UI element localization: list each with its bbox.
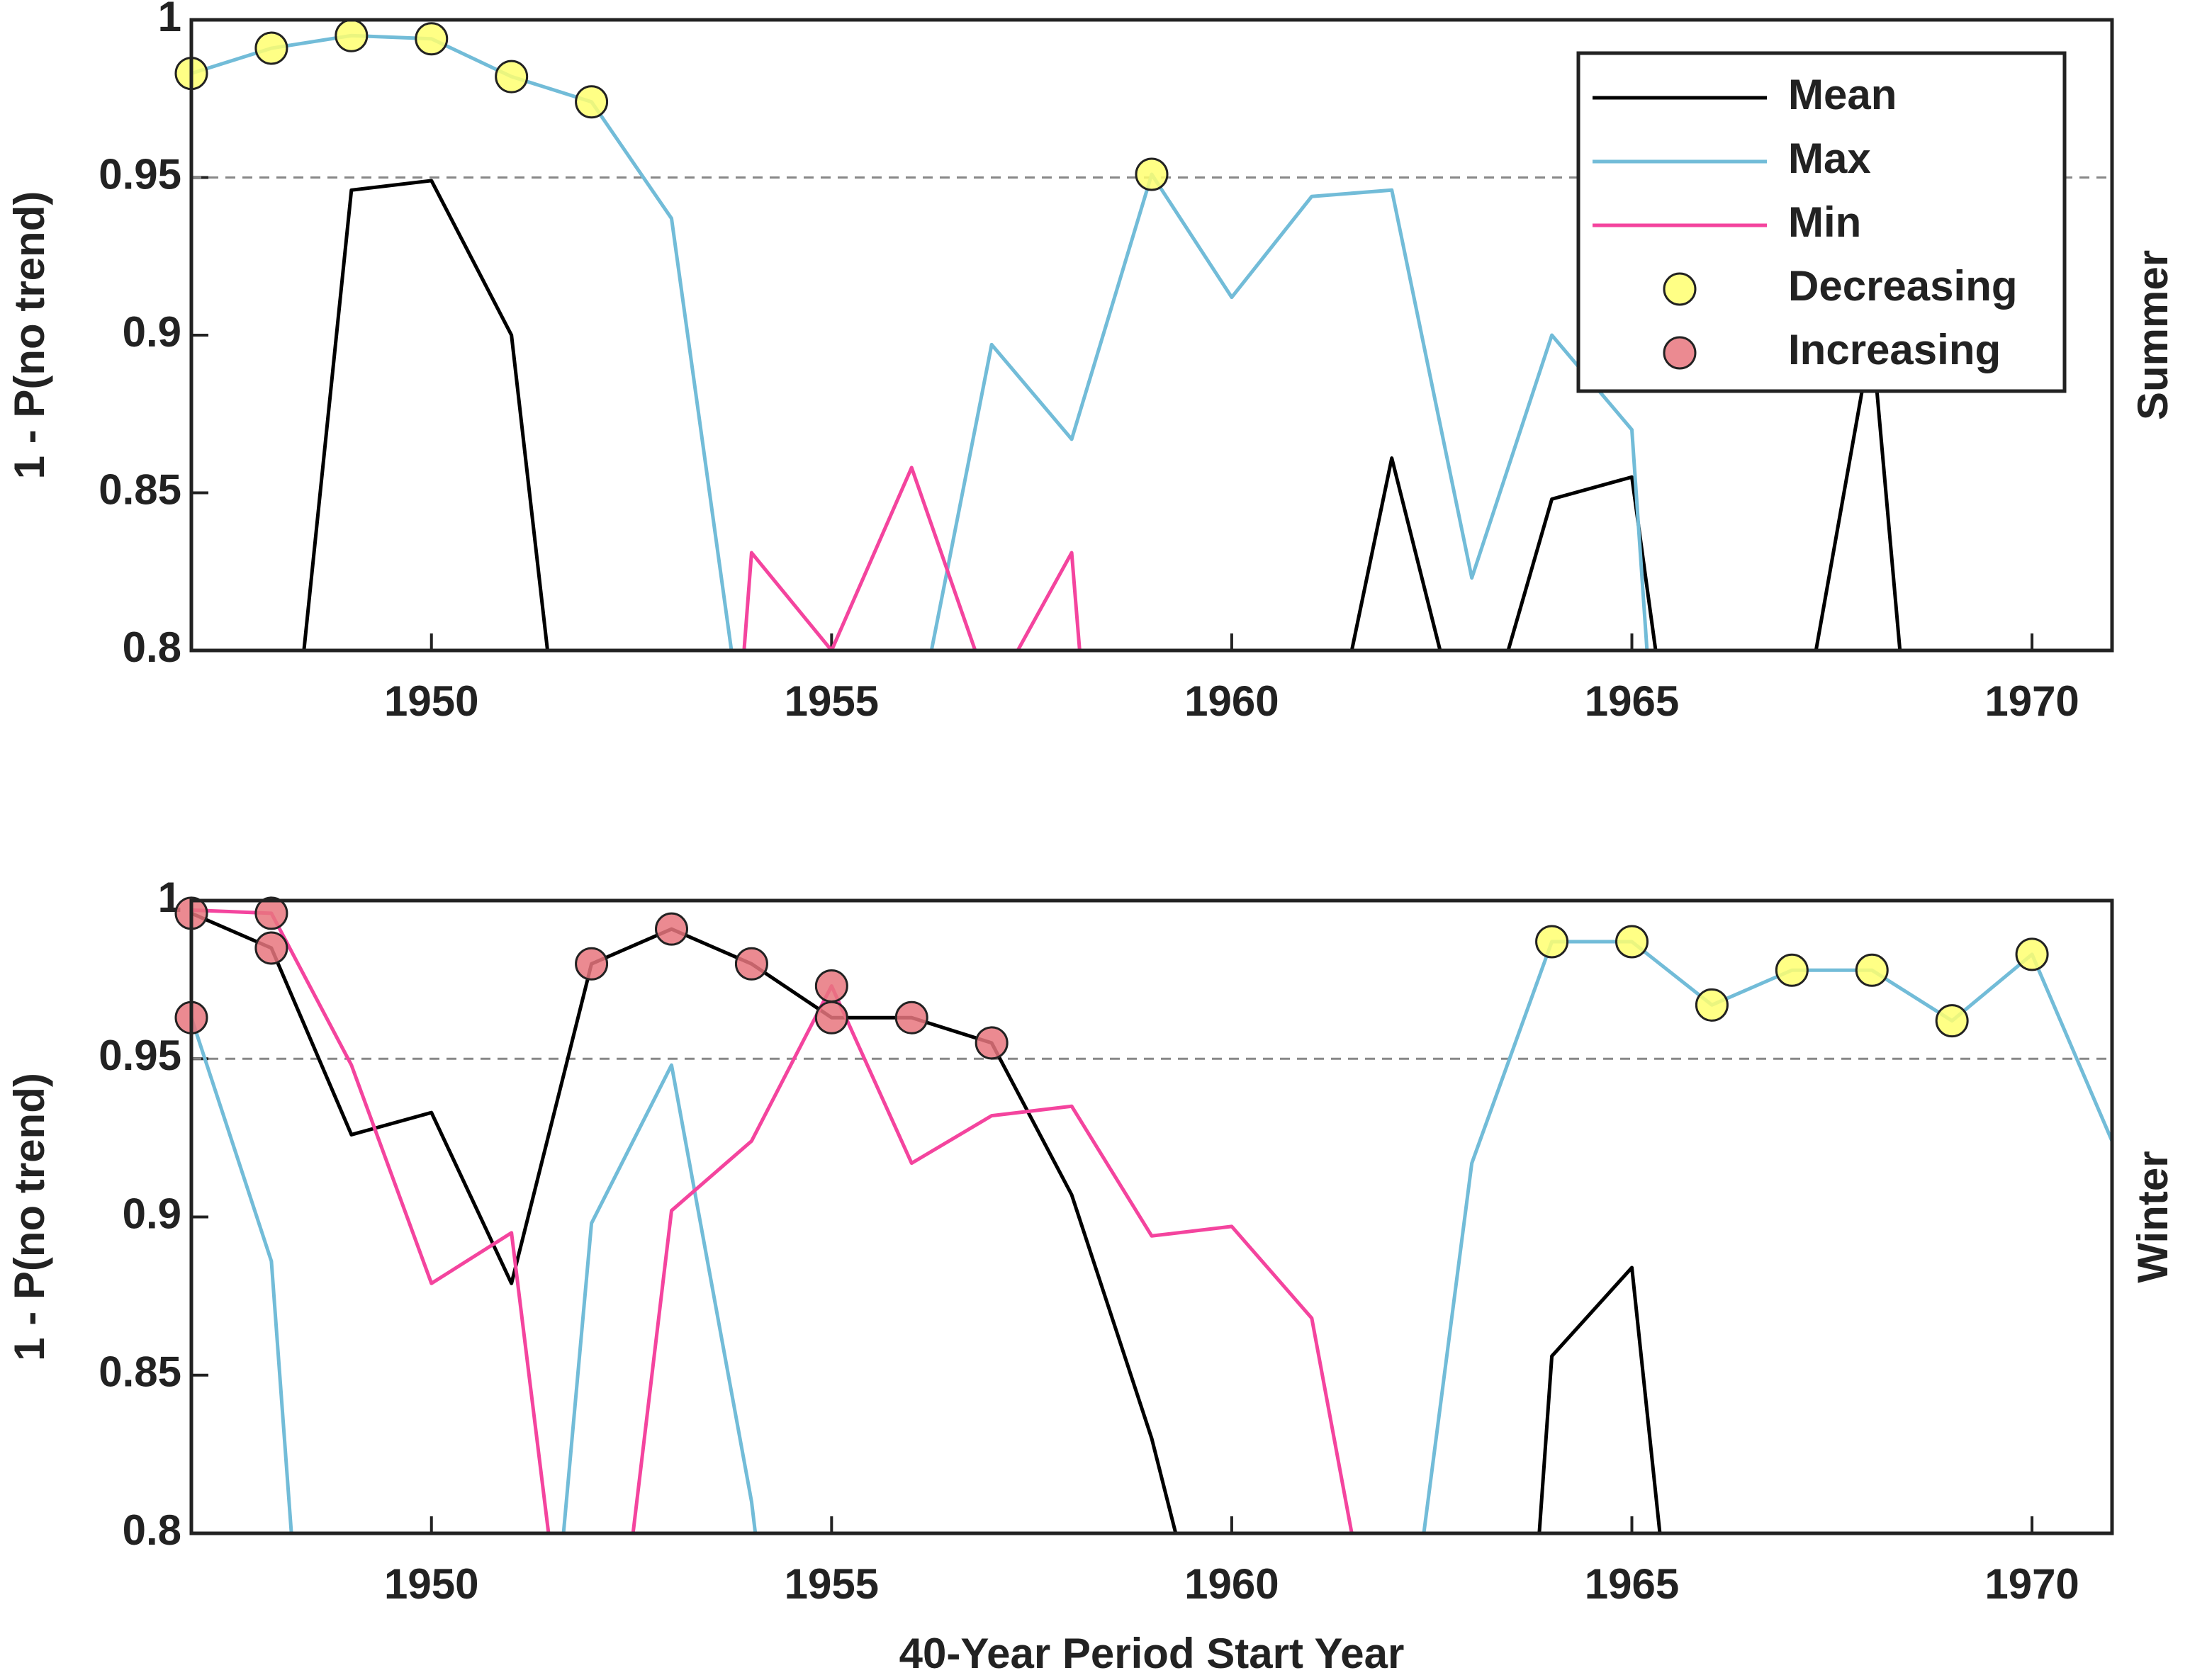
x-tick-label: 1950 (384, 677, 478, 725)
y-tick-label: 1 (158, 0, 181, 40)
x-tick-label: 1955 (785, 677, 879, 725)
marker (1855, 953, 1889, 987)
series-line (302, 179, 1902, 650)
legend-label: Min (1788, 198, 1861, 246)
marker (2015, 937, 2049, 971)
legend-label: Mean (1788, 71, 1897, 118)
y-tick-label: 0.85 (99, 1348, 181, 1396)
series-line (191, 940, 2112, 1533)
legend-label: Increasing (1788, 326, 2001, 373)
marker (1775, 953, 1809, 987)
legend-swatch (1663, 336, 1697, 370)
marker (894, 1000, 928, 1035)
y-tick-label: 0.8 (123, 1506, 181, 1554)
marker (734, 947, 768, 981)
marker (814, 1000, 848, 1035)
panel-label: Summer (2129, 250, 2177, 420)
legend-swatch (1663, 272, 1697, 306)
series-line (191, 908, 1354, 1533)
marker (1535, 925, 1569, 959)
panel-label: Winter (2129, 1151, 2177, 1282)
marker (254, 896, 288, 930)
x-tick-label: 1960 (1184, 1560, 1279, 1608)
plot-area (191, 908, 2112, 1533)
legend-box (1576, 51, 2067, 393)
x-tick-label: 1960 (1184, 677, 1279, 725)
y-axis-label: 1 - P(no trend) (6, 191, 53, 480)
marker (254, 31, 288, 65)
marker (575, 947, 609, 981)
x-axis-label: 40-Year Period Start Year (899, 1630, 1405, 1677)
series-line (191, 33, 1649, 650)
y-tick-label: 0.9 (123, 1190, 181, 1237)
x-tick-label: 1965 (1585, 1560, 1679, 1608)
y-axis-label: 1 - P(no trend) (6, 1073, 53, 1361)
x-tick-label: 1950 (384, 1560, 478, 1608)
marker (415, 22, 449, 56)
marker (655, 912, 688, 946)
marker (814, 969, 848, 1003)
legend-label: Max (1788, 135, 1871, 182)
y-tick-label: 0.95 (99, 1032, 181, 1079)
legend-label: Decreasing (1788, 262, 2018, 310)
marker (1695, 988, 1729, 1022)
marker (1135, 157, 1169, 191)
y-tick-label: 0.95 (99, 150, 181, 198)
marker (1935, 1004, 1969, 1038)
x-tick-label: 1955 (785, 1560, 879, 1608)
y-tick-label: 0.9 (123, 308, 181, 356)
y-tick-label: 0.85 (99, 466, 181, 513)
axes-frame (189, 18, 2114, 653)
marker (254, 931, 288, 965)
x-tick-label: 1965 (1585, 677, 1679, 725)
marker (1615, 925, 1649, 959)
marker (495, 60, 529, 94)
marker (335, 18, 369, 52)
x-tick-label: 1970 (1984, 1560, 2079, 1608)
marker (575, 85, 609, 119)
axes-frame (189, 898, 2114, 1535)
y-tick-label: 0.8 (123, 624, 181, 671)
series-line (191, 911, 1662, 1533)
x-tick-label: 1970 (1984, 677, 2079, 725)
series-line (742, 466, 1082, 650)
marker (975, 1026, 1009, 1060)
